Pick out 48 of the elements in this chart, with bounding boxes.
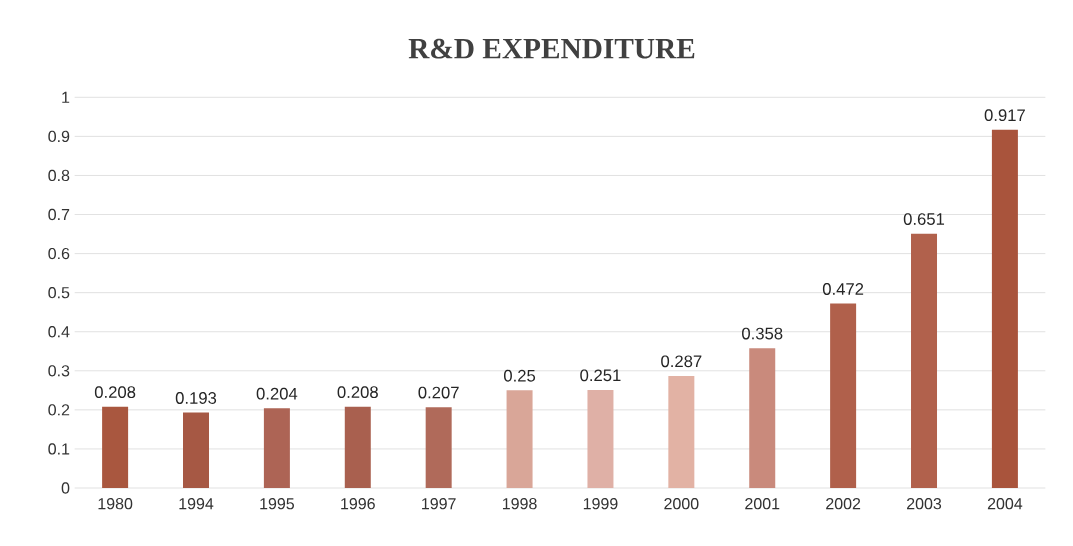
x-tick-label: 2000 <box>664 498 699 510</box>
y-tick-label: 0.7 <box>48 208 70 221</box>
bar <box>344 406 371 488</box>
x-tick-label: 2001 <box>745 498 780 510</box>
data-label: 0.287 <box>661 355 702 368</box>
data-label: 0.358 <box>742 327 783 340</box>
y-tick-label: 0.8 <box>48 169 70 182</box>
x-tick-label: 1994 <box>179 498 214 510</box>
y-tick-label: 0.9 <box>48 130 70 143</box>
x-tick-label: 1997 <box>422 498 456 510</box>
bar <box>102 406 129 488</box>
x-tick-label: 2004 <box>987 498 1023 510</box>
data-label: 0.917 <box>984 109 1025 122</box>
data-label: 0.204 <box>256 387 298 400</box>
y-tick-label: 0.2 <box>48 404 70 416</box>
x-tick-label: 1980 <box>98 498 133 510</box>
y-tick-label: 0.3 <box>48 365 70 377</box>
y-tick-label: 0.4 <box>48 326 70 338</box>
bar <box>749 348 776 488</box>
y-tick-label: 0.6 <box>48 247 70 260</box>
data-label: 0.193 <box>175 392 217 404</box>
data-label: 0.207 <box>418 386 459 399</box>
x-tick-label: 1999 <box>583 498 618 510</box>
chart-title: R&D EXPENDITURE <box>408 38 695 59</box>
bar <box>263 408 290 488</box>
bar <box>506 390 533 488</box>
data-label: 0.651 <box>903 213 945 225</box>
x-tick-label: 2002 <box>826 498 861 510</box>
data-label: 0.472 <box>822 283 864 295</box>
data-label: 0.208 <box>337 386 378 399</box>
data-label: 0.208 <box>94 386 136 399</box>
bar <box>587 389 614 488</box>
bar <box>183 412 210 488</box>
bar <box>425 407 452 488</box>
y-tick-label: 0.1 <box>48 443 70 455</box>
data-label: 0.251 <box>580 369 621 382</box>
x-tick-label: 1995 <box>260 498 294 510</box>
x-tick-label: 1998 <box>502 498 537 510</box>
y-tick-label: 1 <box>62 91 70 103</box>
bar <box>911 233 938 488</box>
data-label: 0.25 <box>503 369 536 382</box>
y-tick-label: 0.5 <box>48 287 70 299</box>
bar <box>830 303 857 488</box>
x-tick-label: 2003 <box>907 498 942 510</box>
bar <box>991 129 1018 488</box>
bar <box>668 375 695 488</box>
x-tick-label: 1996 <box>341 498 375 510</box>
y-tick-label: 0 <box>61 482 70 494</box>
